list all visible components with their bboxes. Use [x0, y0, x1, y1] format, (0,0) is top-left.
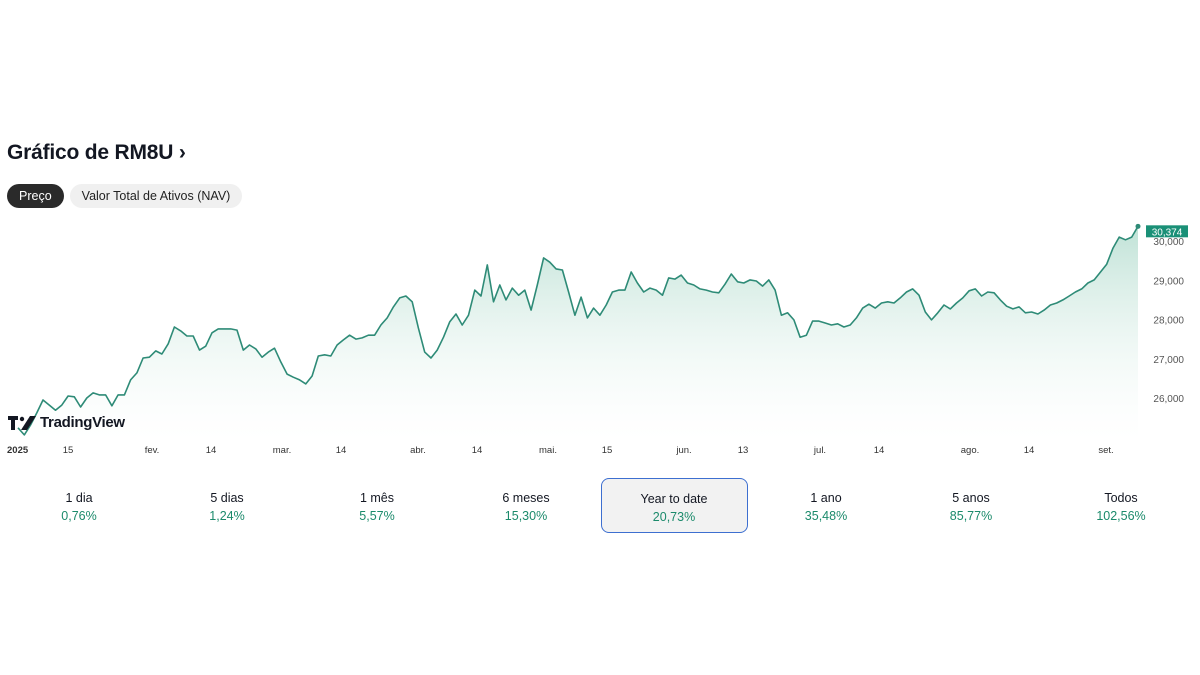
period-button[interactable]: 1 ano 35,48% [753, 478, 900, 533]
price-line [17, 225, 1139, 436]
last-point [1135, 223, 1141, 229]
tab-price[interactable]: Preço [7, 184, 64, 208]
period-label: 1 mês [359, 491, 395, 505]
period-return: 20,73% [652, 510, 696, 524]
last-price-tag [1146, 225, 1188, 238]
period-return: 5,57% [359, 509, 395, 523]
tradingview-logo-icon [8, 415, 36, 430]
period-return: 85,77% [949, 509, 993, 523]
period-label: 5 anos [952, 491, 990, 505]
x-tick-label: mai. [539, 445, 557, 456]
period-button[interactable]: 5 dias 1,24% [154, 478, 301, 533]
period-button[interactable]: 1 dia 0,76% [6, 478, 153, 533]
x-tick-label: 13 [738, 445, 749, 456]
y-tick-label: 29,000 [1153, 276, 1184, 287]
tradingview-logo-text: TradingView [40, 414, 125, 431]
period-label: 6 meses [502, 491, 550, 505]
x-tick-label: 14 [206, 445, 217, 456]
x-tick-label: abr. [410, 445, 426, 456]
x-tick-label: set. [1098, 445, 1113, 456]
period-return: 1,24% [209, 509, 245, 523]
x-tick-label: 14 [336, 445, 347, 456]
last-price-label: 30,374 [1152, 227, 1183, 238]
x-tick-label: 15 [63, 445, 74, 456]
period-label: 5 dias [210, 491, 244, 505]
area-fill [18, 226, 1138, 440]
period-label: 1 ano [810, 491, 842, 505]
x-tick-label: 15 [602, 445, 613, 456]
chart-title: Gráfico de RM8U [7, 141, 174, 164]
x-tick-label: ago. [961, 445, 980, 456]
x-tick-label: fev. [145, 445, 160, 456]
period-return: 15,30% [504, 509, 548, 523]
tab-nav[interactable]: Valor Total de Ativos (NAV) [69, 184, 243, 208]
period-label: Year to date [640, 492, 708, 506]
period-button[interactable]: 6 meses 15,30% [453, 478, 600, 533]
x-tick-label: 14 [874, 445, 885, 456]
period-button[interactable]: Todos 102,56% [1048, 478, 1195, 533]
period-label: Todos [1104, 491, 1138, 505]
y-tick-label: 28,000 [1153, 316, 1184, 327]
period-button[interactable]: Year to date 20,73% [600, 478, 748, 533]
x-tick-label: 14 [472, 445, 483, 456]
x-tick-label: jul. [813, 445, 826, 456]
y-tick-label: 26,000 [1153, 394, 1184, 405]
x-tick-label: 2025 [7, 445, 29, 456]
period-button[interactable]: 5 anos 85,77% [898, 478, 1045, 533]
x-tick-label: jun. [675, 445, 691, 456]
x-tick-label: 14 [1024, 445, 1035, 456]
period-selector: 1 dia 0,76% 5 dias 1,24% 1 mês 5,57% 6 meses 15… [4, 478, 1196, 535]
x-tick-label: mar. [273, 445, 291, 456]
tradingview-logo: TradingView [8, 414, 125, 431]
period-return: 0,76% [61, 509, 97, 523]
chart-title-link[interactable]: Gráfico de RM8U › [7, 141, 186, 165]
y-tick-label: 30,000 [1153, 237, 1184, 248]
chevron-right-icon: › [178, 141, 186, 164]
chart-type-tabs: Preço Valor Total de Ativos (NAV) [7, 184, 243, 208]
period-label: 1 dia [65, 491, 93, 505]
period-return: 35,48% [804, 509, 848, 523]
y-tick-label: 27,000 [1153, 355, 1184, 366]
period-return: 102,56% [1096, 509, 1146, 523]
period-button[interactable]: 1 mês 5,57% [304, 478, 451, 533]
